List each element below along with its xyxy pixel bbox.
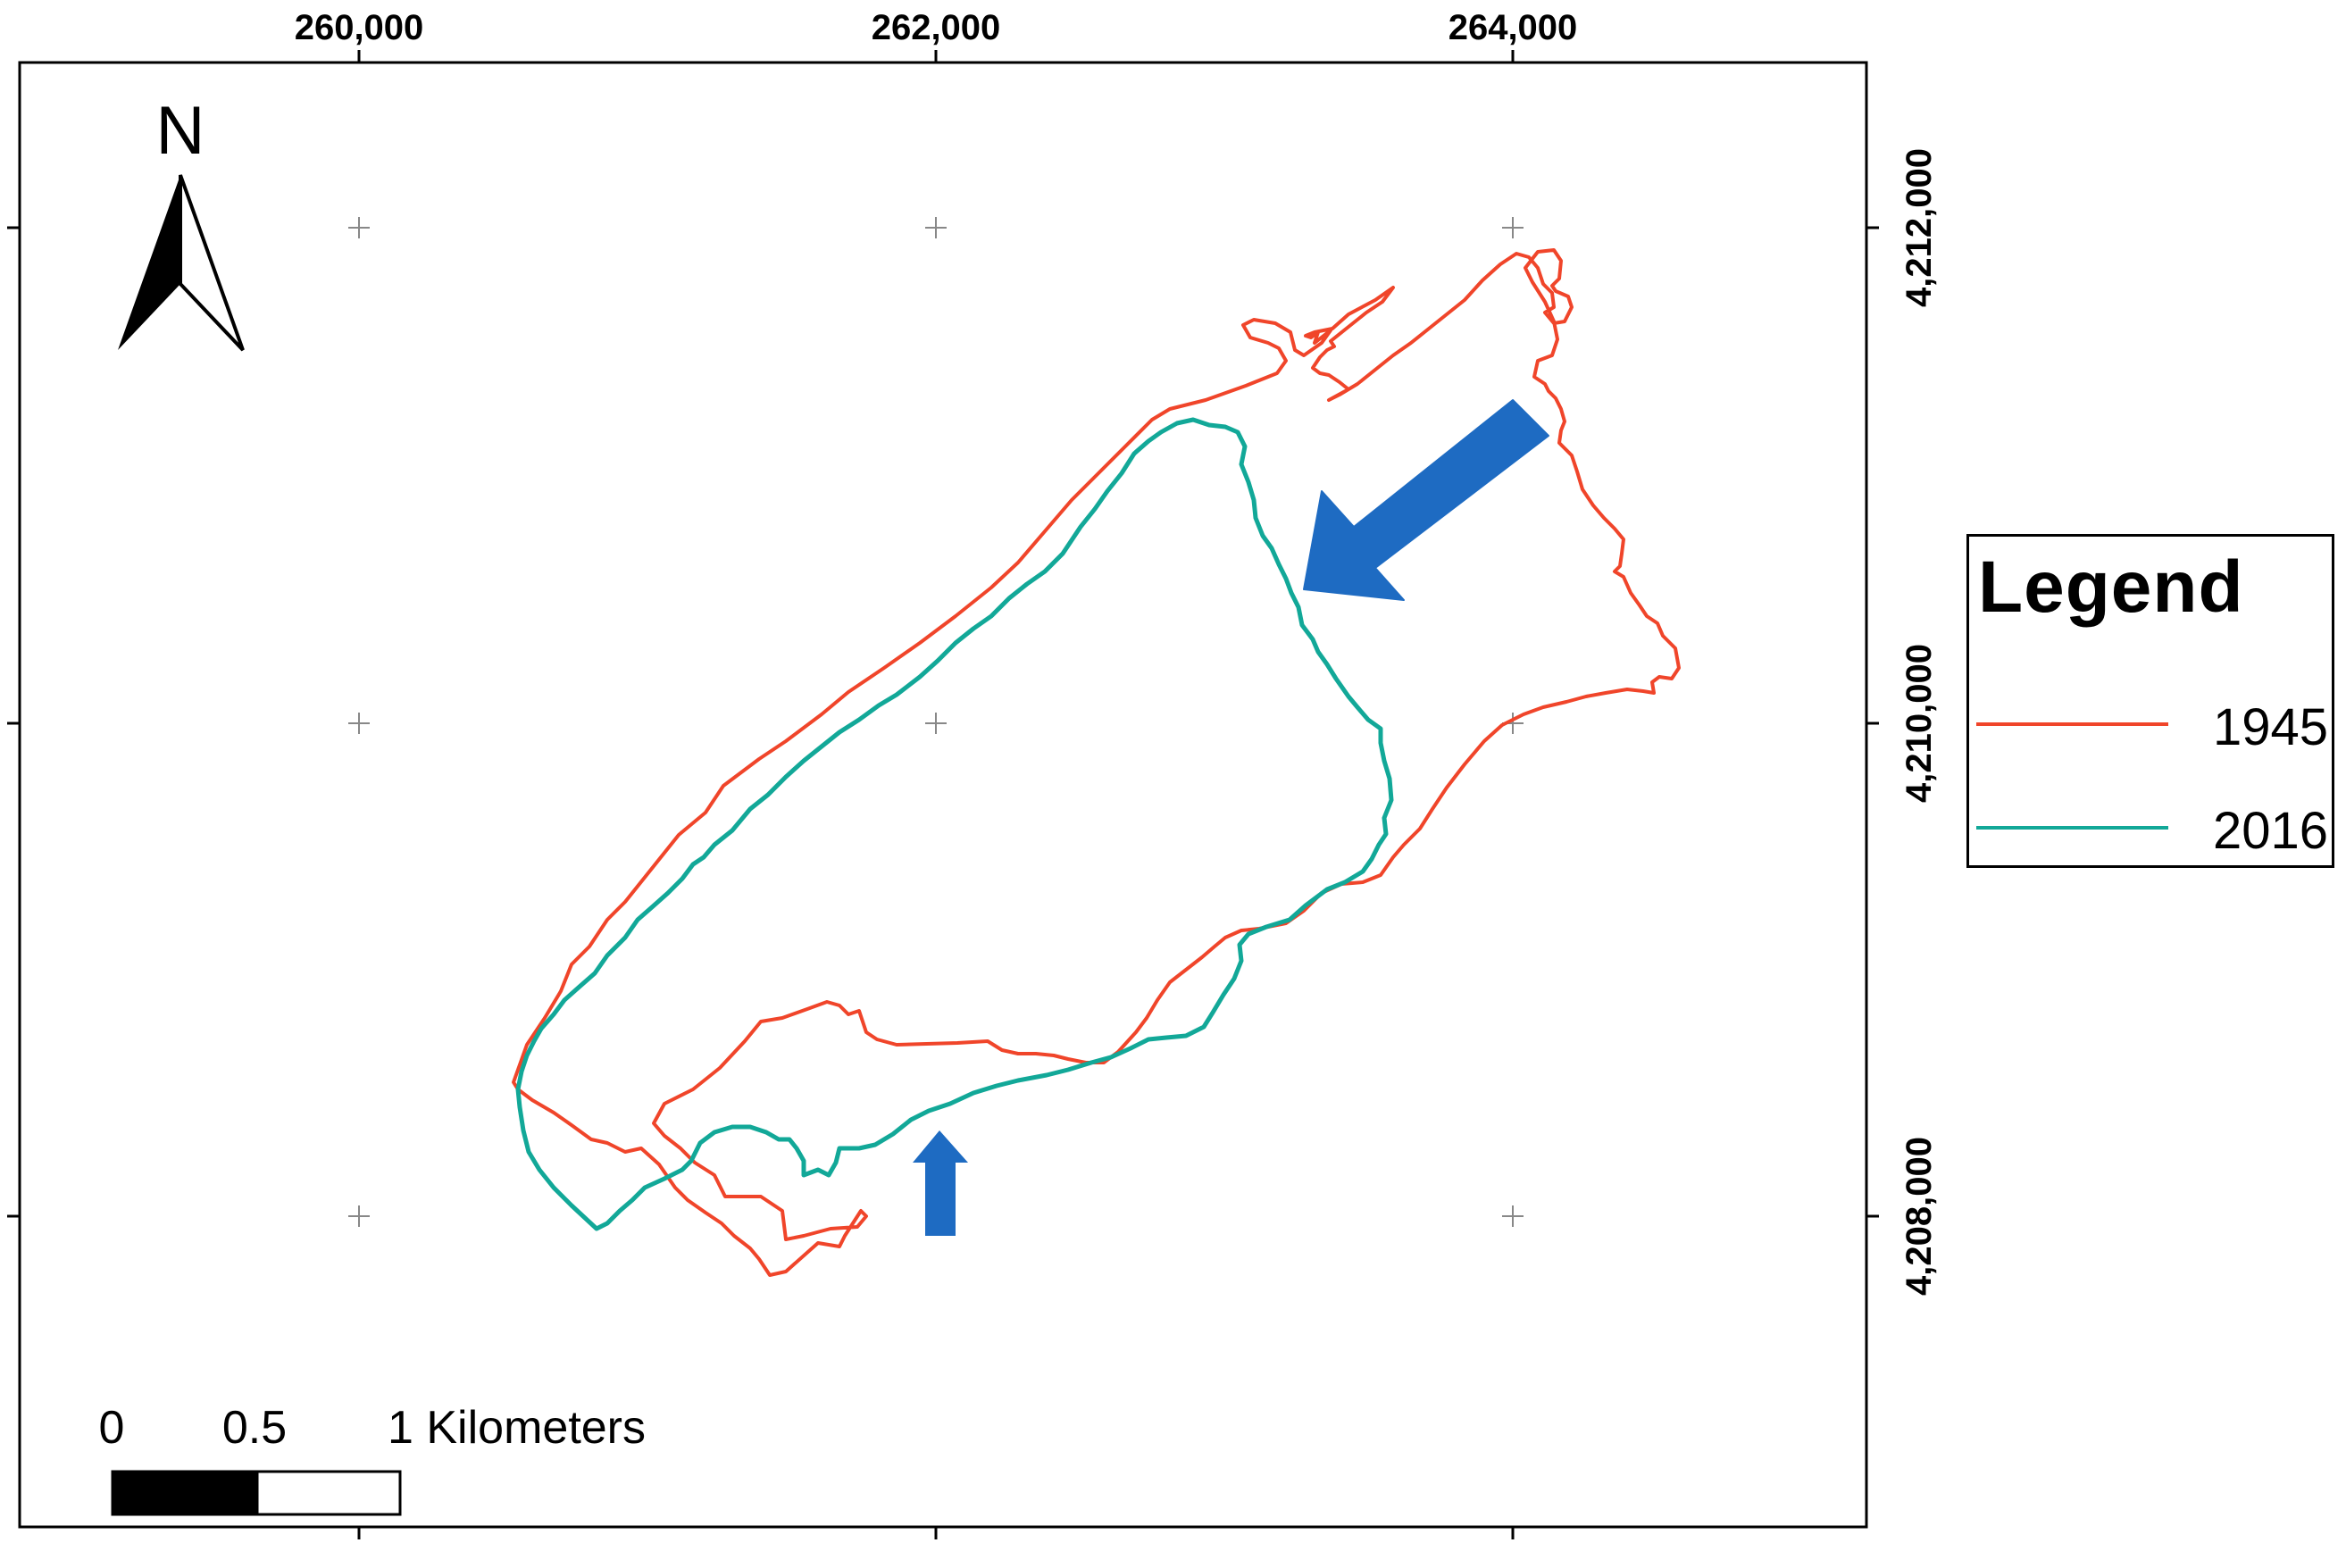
right-tick-label: 4,208,000 <box>1899 1137 1939 1296</box>
legend-swatch-1945 <box>1976 722 2168 726</box>
outline-1945 <box>512 248 1681 1277</box>
scale-label-one-km: 1 Kilometers <box>388 1402 646 1454</box>
small-pointer-arrow <box>913 1130 968 1236</box>
top-tick-label: 260,000 <box>295 8 424 47</box>
right-tick-label: 4,210,000 <box>1899 644 1939 803</box>
grid-crosses <box>348 217 1524 1227</box>
outline-2016 <box>515 417 1394 1231</box>
right-tick-label: 4,212,000 <box>1899 148 1939 307</box>
scale-bar: 0 0.5 1 Kilometers <box>99 1402 646 1516</box>
legend-swatch-2016 <box>1976 826 2168 830</box>
legend-item-1945: 1945 <box>1976 697 2333 756</box>
large-pointer-arrow <box>1303 399 1549 601</box>
legend-label-2016: 2016 <box>2212 802 2328 860</box>
map-frame <box>18 61 1868 1529</box>
scale-label-zero: 0 <box>99 1402 125 1454</box>
legend-label-1945: 1945 <box>2212 698 2328 756</box>
legend: Legend 1945 2016 <box>1966 534 2334 868</box>
scale-label-half: 0.5 <box>222 1402 287 1454</box>
legend-item-2016: 2016 <box>1976 801 2333 860</box>
north-arrow-icon: N <box>118 93 245 352</box>
top-tick-label: 264,000 <box>1449 8 1578 47</box>
north-label: N <box>156 93 205 169</box>
legend-title: Legend <box>1978 546 2244 628</box>
top-tick-label: 262,000 <box>872 8 1001 47</box>
